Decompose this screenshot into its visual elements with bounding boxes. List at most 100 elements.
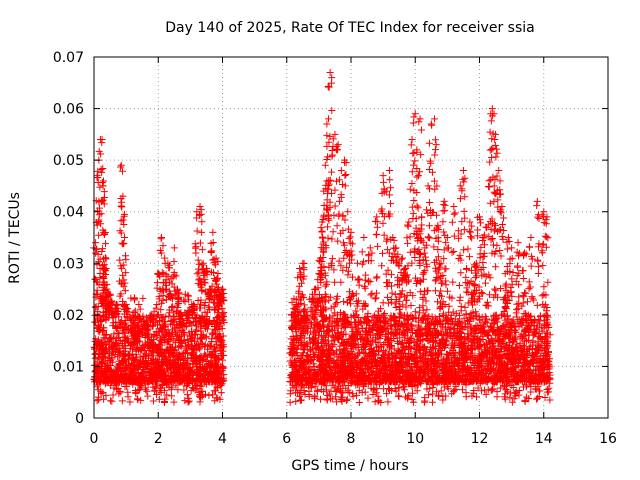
data-point bbox=[189, 371, 197, 379]
data-point bbox=[197, 382, 205, 390]
data-point bbox=[131, 307, 139, 315]
data-point bbox=[205, 391, 213, 399]
data-point bbox=[142, 353, 150, 361]
data-point bbox=[286, 398, 294, 406]
data-point bbox=[150, 343, 158, 351]
data-point bbox=[125, 361, 133, 369]
data-point bbox=[149, 397, 157, 405]
data-point bbox=[108, 355, 116, 363]
data-point bbox=[196, 356, 204, 364]
data-point bbox=[106, 382, 114, 390]
data-point bbox=[213, 383, 221, 391]
data-point bbox=[420, 370, 428, 378]
data-point bbox=[184, 292, 192, 300]
data-point bbox=[162, 371, 170, 379]
data-point bbox=[428, 313, 436, 321]
data-point bbox=[219, 332, 227, 340]
data-point bbox=[187, 354, 195, 362]
data-point bbox=[213, 354, 221, 362]
data-point bbox=[124, 388, 132, 396]
data-point bbox=[180, 386, 188, 394]
data-point bbox=[184, 359, 192, 367]
data-point bbox=[106, 366, 114, 374]
data-point bbox=[311, 349, 319, 357]
data-point bbox=[156, 336, 164, 344]
data-point bbox=[163, 391, 171, 399]
data-point bbox=[111, 340, 119, 348]
data-point bbox=[343, 396, 351, 404]
data-point bbox=[136, 305, 144, 313]
data-point bbox=[100, 368, 108, 376]
data-point bbox=[196, 391, 204, 399]
data-point bbox=[125, 378, 133, 386]
data-points bbox=[90, 68, 554, 406]
data-point bbox=[121, 336, 129, 344]
data-point bbox=[189, 360, 197, 368]
data-point bbox=[93, 397, 101, 405]
data-point bbox=[160, 398, 168, 406]
data-point bbox=[530, 296, 538, 304]
data-point bbox=[194, 365, 202, 373]
data-point bbox=[355, 398, 363, 406]
data-point bbox=[179, 374, 187, 382]
data-point bbox=[130, 339, 138, 347]
data-point bbox=[102, 341, 110, 349]
data-point bbox=[152, 304, 160, 312]
data-point bbox=[129, 339, 137, 347]
data-point bbox=[144, 359, 152, 367]
data-point bbox=[98, 351, 106, 359]
data-point bbox=[163, 330, 171, 338]
data-point bbox=[189, 384, 197, 392]
data-point bbox=[209, 317, 217, 325]
data-point bbox=[538, 292, 546, 300]
data-point bbox=[110, 330, 118, 338]
data-point bbox=[184, 380, 192, 388]
data-point bbox=[100, 324, 108, 332]
data-point bbox=[157, 327, 165, 335]
data-point bbox=[111, 377, 119, 385]
data-point bbox=[129, 369, 137, 377]
data-point bbox=[162, 332, 170, 340]
data-point bbox=[367, 291, 375, 299]
data-point bbox=[213, 322, 221, 330]
data-point bbox=[496, 384, 504, 392]
data-point bbox=[188, 321, 196, 329]
data-point bbox=[189, 333, 197, 341]
data-point bbox=[375, 396, 383, 404]
data-point bbox=[168, 378, 176, 386]
data-point bbox=[168, 326, 176, 334]
data-point bbox=[528, 294, 536, 302]
data-point bbox=[91, 337, 99, 345]
data-point bbox=[165, 350, 173, 358]
data-point bbox=[104, 354, 112, 362]
data-point bbox=[421, 311, 429, 319]
data-point bbox=[94, 312, 102, 320]
data-point bbox=[181, 363, 189, 371]
data-point bbox=[132, 335, 140, 343]
data-point bbox=[91, 373, 99, 381]
data-point bbox=[151, 387, 159, 395]
data-point bbox=[217, 389, 225, 397]
data-point bbox=[201, 298, 209, 306]
data-point bbox=[94, 377, 102, 385]
data-point bbox=[181, 355, 189, 363]
data-point bbox=[457, 328, 465, 336]
data-point bbox=[211, 363, 219, 371]
data-point bbox=[97, 387, 105, 395]
data-point bbox=[128, 326, 136, 334]
data-point bbox=[443, 337, 451, 345]
data-point bbox=[91, 318, 99, 326]
data-point bbox=[149, 366, 157, 374]
data-point bbox=[113, 342, 121, 350]
data-point bbox=[384, 398, 392, 406]
data-point bbox=[148, 322, 156, 330]
data-point bbox=[210, 387, 218, 395]
data-point bbox=[207, 371, 215, 379]
data-point bbox=[125, 351, 133, 359]
data-point bbox=[220, 364, 228, 372]
data-point bbox=[439, 396, 447, 404]
data-point bbox=[109, 375, 117, 383]
data-point bbox=[93, 367, 101, 375]
data-point bbox=[150, 308, 158, 316]
